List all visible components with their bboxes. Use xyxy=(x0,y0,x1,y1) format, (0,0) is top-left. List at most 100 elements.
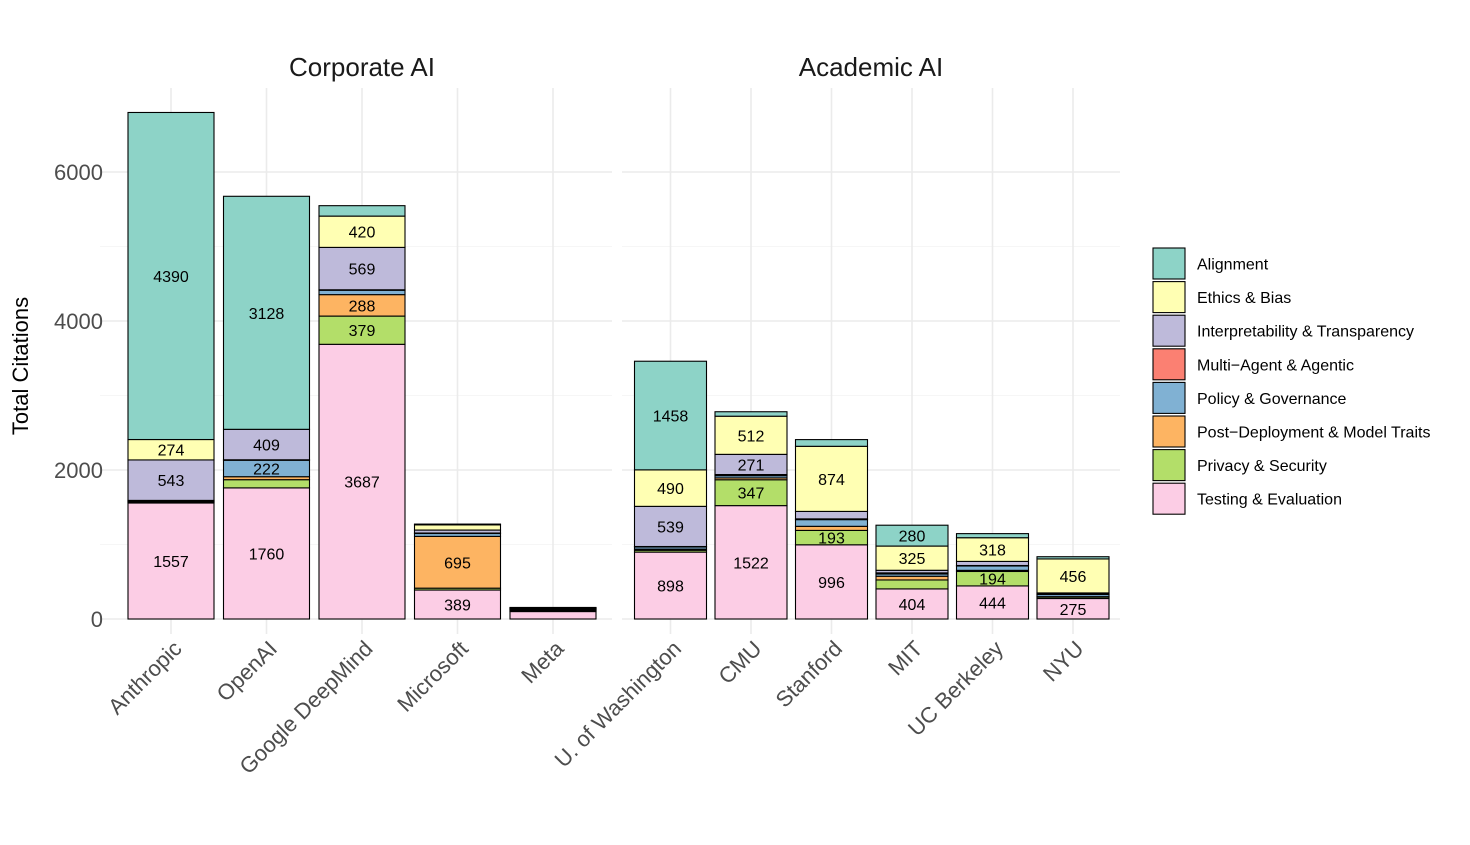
bar-segment xyxy=(318,343,406,620)
data-label: 3128 xyxy=(249,306,285,323)
legend-item: Privacy & Security xyxy=(1152,449,1327,482)
bar-segment xyxy=(222,195,311,430)
bar-segment xyxy=(1036,558,1110,594)
bar-segment xyxy=(794,544,869,620)
x-tick-label: Stanford xyxy=(771,636,847,712)
bar-segment xyxy=(955,533,1030,539)
bar-segment xyxy=(794,510,869,520)
legend-label: Alignment xyxy=(1197,257,1269,274)
bar-anthropic xyxy=(127,111,215,620)
data-label: 280 xyxy=(899,529,926,546)
bars-layer xyxy=(127,111,1110,620)
data-label: 194 xyxy=(979,572,1006,589)
bar-segment xyxy=(955,560,1030,567)
legend-label: Interpretability & Transparency xyxy=(1197,324,1414,341)
bar-stanford xyxy=(794,439,869,620)
bar-segment xyxy=(413,524,502,531)
data-label: 569 xyxy=(349,262,376,279)
bar-segment xyxy=(633,551,708,620)
legend-swatch xyxy=(1152,314,1186,347)
legend: Alignment Ethics & Bias Interpretability &… xyxy=(1152,247,1430,515)
x-tick-label: CMU xyxy=(713,636,766,689)
bar-segment xyxy=(127,111,215,441)
legend-item: Multi−Agent & Agentic xyxy=(1152,348,1354,381)
legend-swatch xyxy=(1152,348,1186,381)
bar-segment xyxy=(714,411,788,417)
legend-swatch xyxy=(1152,381,1186,414)
bar-segment xyxy=(127,459,215,501)
data-label: 347 xyxy=(738,486,765,503)
data-label: 325 xyxy=(899,551,926,568)
data-label: 3687 xyxy=(344,475,380,492)
data-label: 456 xyxy=(1060,569,1087,586)
bar-meta xyxy=(509,606,597,620)
bar-segment xyxy=(875,545,949,571)
bar-segment xyxy=(413,523,502,526)
bar-segment xyxy=(413,535,502,589)
bar-uc-berkeley xyxy=(955,533,1030,620)
data-label: 444 xyxy=(979,595,1006,612)
data-label: 389 xyxy=(444,598,471,615)
y-tick-label: 2000 xyxy=(54,458,103,483)
legend-label: Privacy & Security xyxy=(1197,458,1327,475)
legend-label: Policy & Governance xyxy=(1197,391,1347,408)
y-tick-label: 4000 xyxy=(54,309,103,334)
data-label: 274 xyxy=(158,443,185,460)
data-label: 512 xyxy=(738,428,765,445)
bar-segment xyxy=(875,579,949,590)
bar-google-deepmind xyxy=(318,205,406,620)
data-label: 4390 xyxy=(153,269,189,286)
bar-segment xyxy=(714,479,788,507)
legend-label: Multi−Agent & Agentic xyxy=(1197,357,1354,374)
bar-mit xyxy=(875,524,949,620)
bar-segment xyxy=(875,524,949,547)
bar-segment xyxy=(318,205,406,217)
x-tick-label: U. of Washington xyxy=(550,636,686,772)
bar-segment xyxy=(633,360,708,471)
x-tick-label: MIT xyxy=(883,636,927,680)
bar-segment xyxy=(794,519,869,527)
data-label: 318 xyxy=(979,543,1006,560)
facet-title: Corporate AI xyxy=(289,52,435,82)
bar-segment xyxy=(875,575,949,581)
data-label: 490 xyxy=(657,481,684,498)
bar-segment xyxy=(714,415,788,455)
legend-swatch xyxy=(1152,415,1186,448)
x-tick-label: Meta xyxy=(516,635,569,688)
data-label: 1760 xyxy=(249,546,285,563)
bar-labels-layer: 1557 543 274 4390 1760 222 409 3128 3687 379 288 56… xyxy=(153,225,1086,619)
data-label: 1522 xyxy=(733,555,769,572)
bar-segment xyxy=(509,606,597,609)
bar-segment xyxy=(413,589,502,620)
legend-item: Testing & Evaluation xyxy=(1152,482,1342,515)
bar-segment xyxy=(794,445,869,512)
bar-segment xyxy=(1036,556,1110,560)
bar-microsoft xyxy=(413,523,502,620)
legend-label: Ethics & Bias xyxy=(1197,290,1291,307)
legend-swatch xyxy=(1152,281,1186,314)
data-label: 420 xyxy=(349,225,376,242)
data-label: 695 xyxy=(444,555,471,572)
legend-item: Policy & Governance xyxy=(1152,381,1347,414)
bar-segment xyxy=(633,505,708,548)
bar-nyu xyxy=(1036,556,1110,620)
data-label: 539 xyxy=(657,519,684,536)
legend-item: Interpretability & Transparency xyxy=(1152,314,1414,347)
data-label: 275 xyxy=(1060,602,1087,619)
bar-u-of-washington xyxy=(633,360,708,620)
bar-segment xyxy=(222,487,311,620)
legend-item: Ethics & Bias xyxy=(1152,281,1291,314)
x-tick-label: Microsoft xyxy=(392,636,473,717)
facet-title: Academic AI xyxy=(799,52,944,82)
legend-item: Alignment xyxy=(1152,247,1269,280)
y-tick-label: 6000 xyxy=(54,160,103,185)
data-label: 222 xyxy=(253,461,280,478)
bar-segment xyxy=(509,610,597,620)
legend-label: Post−Deployment & Model Traits xyxy=(1197,425,1430,442)
data-label: 1458 xyxy=(653,409,689,426)
x-tick-label: OpenAI xyxy=(212,636,282,706)
data-label: 409 xyxy=(253,438,280,455)
bar-cmu xyxy=(714,411,788,620)
